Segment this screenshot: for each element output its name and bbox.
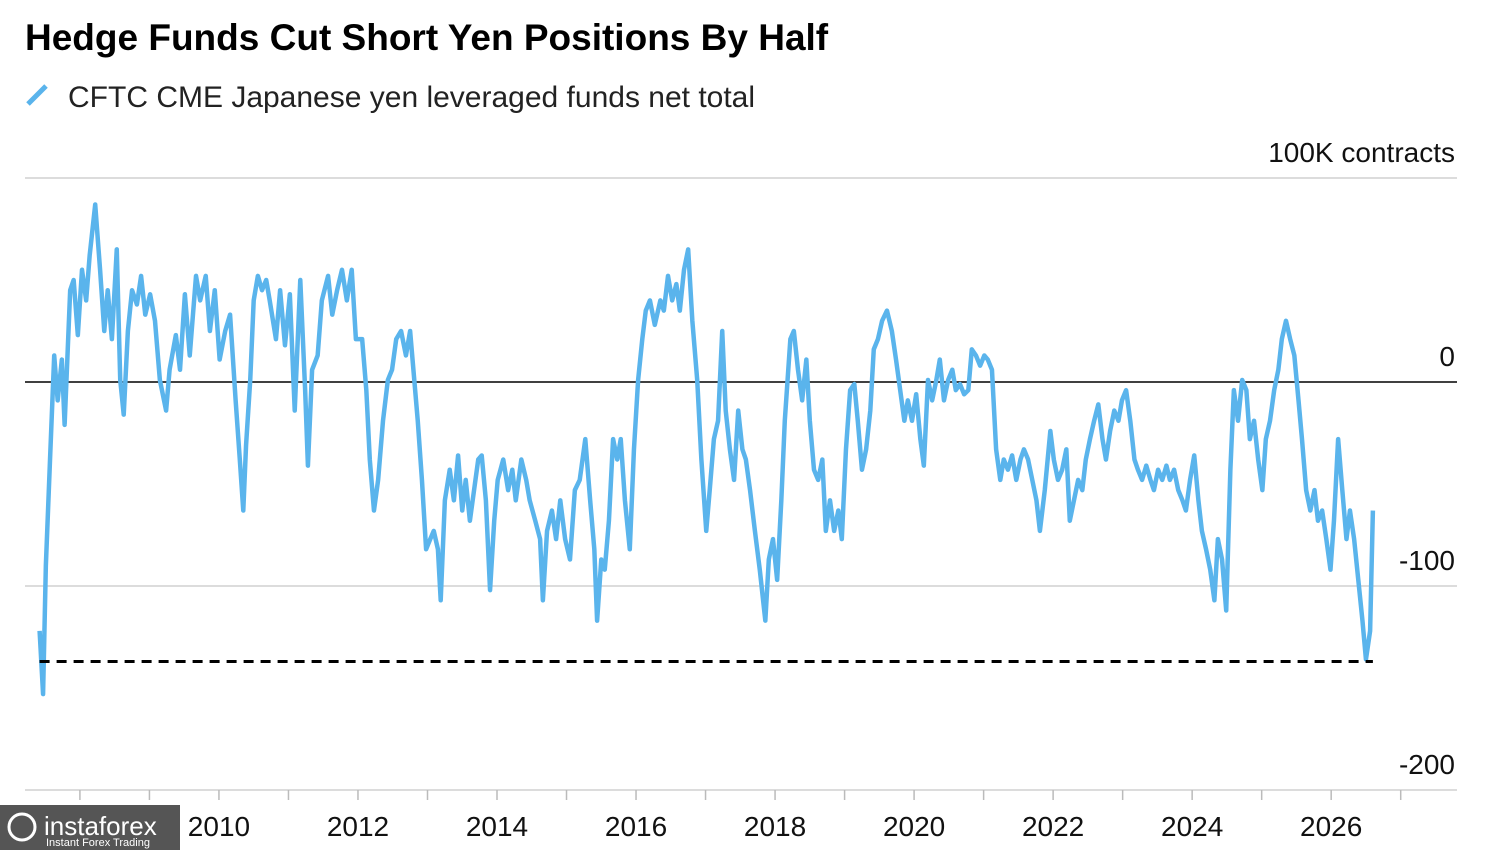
- x-tick-label: 2024: [1161, 811, 1223, 842]
- watermark-box: [0, 805, 180, 850]
- x-tick-label: 2018: [744, 811, 806, 842]
- y-tick-label: 0: [1439, 341, 1455, 372]
- x-tick-label: 2020: [883, 811, 945, 842]
- y-tick-label: 100K contracts: [1268, 137, 1455, 168]
- y-tick-label: -100: [1399, 545, 1455, 576]
- x-tick-label: 2022: [1022, 811, 1084, 842]
- watermark-brand: instaforex: [44, 811, 157, 841]
- watermark: instaforex Instant Forex Trading: [0, 805, 180, 850]
- y-tick-label: -200: [1399, 749, 1455, 780]
- legend-swatch: [26, 84, 48, 106]
- x-tick-label: 2014: [466, 811, 528, 842]
- watermark-logo: [7, 812, 37, 842]
- chart-title: Hedge Funds Cut Short Yen Positions By H…: [25, 17, 829, 58]
- series-line: [37, 202, 1376, 697]
- watermark-tagline: Instant Forex Trading: [46, 837, 150, 849]
- x-tick-label: 2010: [188, 811, 250, 842]
- legend-label: CFTC CME Japanese yen leveraged funds ne…: [68, 81, 755, 114]
- x-tick-label: 2026: [1300, 811, 1362, 842]
- x-tick-label: 2012: [327, 811, 389, 842]
- x-tick-label: 2016: [605, 811, 667, 842]
